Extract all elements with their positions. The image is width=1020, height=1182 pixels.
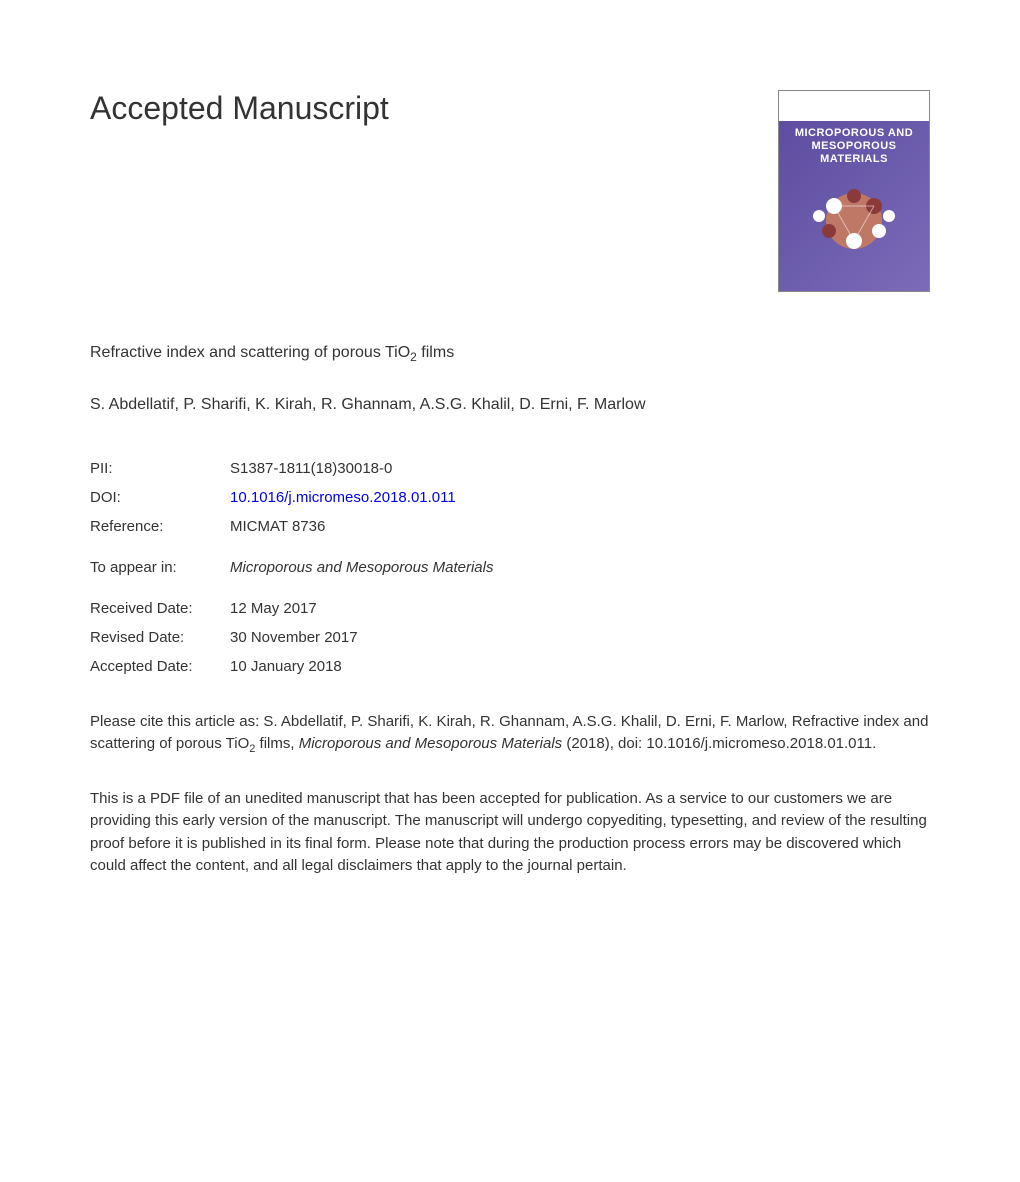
pii-value: S1387-1811(18)30018-0 xyxy=(230,454,493,483)
pii-label: PII: xyxy=(90,454,230,483)
article-title-suffix: films xyxy=(417,344,454,361)
revised-label: Revised Date: xyxy=(90,623,230,652)
reference-value: MICMAT 8736 xyxy=(230,512,493,541)
header-row: Accepted Manuscript MICROPOROUS AND MESO… xyxy=(90,90,930,292)
cover-title-line1: MICROPOROUS AND xyxy=(795,127,913,139)
appear-value: Microporous and Mesoporous Materials xyxy=(230,559,493,576)
appear-label: To appear in: xyxy=(90,553,230,582)
received-value: 12 May 2017 xyxy=(230,594,493,623)
accepted-value: 10 January 2018 xyxy=(230,652,493,681)
journal-cover-thumbnail: MICROPOROUS AND MESOPOROUS MATERIALS xyxy=(778,90,930,292)
accepted-label: Accepted Date: xyxy=(90,652,230,681)
table-row: To appear in: Microporous and Mesoporous… xyxy=(90,553,493,582)
citation-journal: Microporous and Mesoporous Materials xyxy=(299,735,562,752)
page-title: Accepted Manuscript xyxy=(90,90,389,127)
reference-label: Reference: xyxy=(90,512,230,541)
doi-link[interactable]: 10.1016/j.micromeso.2018.01.011 xyxy=(230,489,456,506)
doi-label: DOI: xyxy=(90,483,230,512)
article-title-prefix: Refractive index and scattering of porou… xyxy=(90,344,410,361)
table-row: Reference: MICMAT 8736 xyxy=(90,512,493,541)
revised-value: 30 November 2017 xyxy=(230,623,493,652)
cover-graphic-icon xyxy=(794,171,914,271)
citation-mid: films, xyxy=(255,735,298,752)
received-label: Received Date: xyxy=(90,594,230,623)
table-row: Accepted Date: 10 January 2018 xyxy=(90,652,493,681)
article-title: Refractive index and scattering of porou… xyxy=(90,342,930,366)
metadata-table: PII: S1387-1811(18)30018-0 DOI: 10.1016/… xyxy=(90,454,493,681)
manuscript-page: Accepted Manuscript MICROPOROUS AND MESO… xyxy=(0,0,1020,878)
citation-block: Please cite this article as: S. Abdellat… xyxy=(90,711,930,758)
article-title-sub: 2 xyxy=(410,350,417,364)
table-row: DOI: 10.1016/j.micromeso.2018.01.011 xyxy=(90,483,493,512)
table-row: Received Date: 12 May 2017 xyxy=(90,594,493,623)
author-list: S. Abdellatif, P. Sharifi, K. Kirah, R. … xyxy=(90,396,930,414)
cover-journal-title: MICROPOROUS AND MESOPOROUS MATERIALS xyxy=(779,127,929,167)
cover-header-strip xyxy=(779,91,929,121)
table-row: Revised Date: 30 November 2017 xyxy=(90,623,493,652)
table-row: PII: S1387-1811(18)30018-0 xyxy=(90,454,493,483)
citation-suffix: (2018), doi: 10.1016/j.micromeso.2018.01… xyxy=(562,735,876,752)
disclaimer-text: This is a PDF file of an unedited manusc… xyxy=(90,788,930,878)
cover-title-line2: MESOPOROUS MATERIALS xyxy=(811,140,896,165)
